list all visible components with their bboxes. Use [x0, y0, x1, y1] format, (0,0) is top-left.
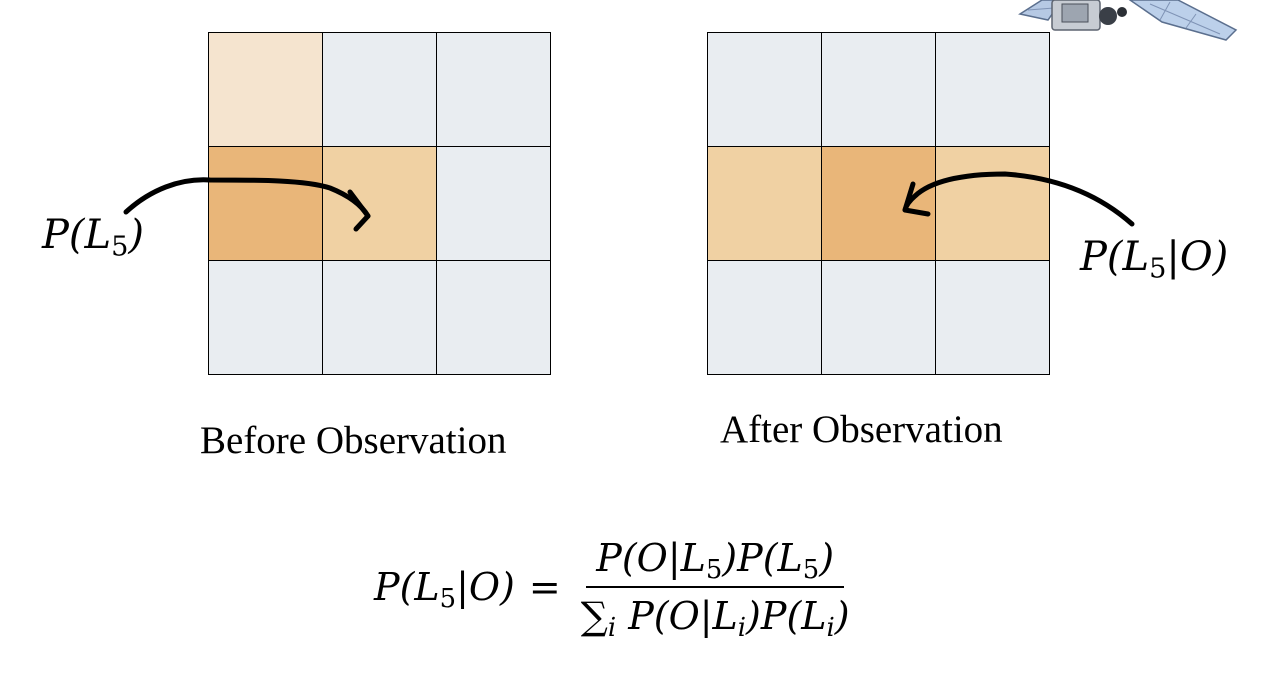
grid-cell-4-mid: [708, 147, 822, 261]
grid-cell-5-mid: [323, 147, 437, 261]
grid-cell-9-blank: [936, 261, 1050, 375]
grid-before-observation: [208, 32, 551, 375]
grid-cell-6-blank: [437, 147, 551, 261]
posterior-probability-label: P(L5|O): [1080, 234, 1229, 285]
prior-probability-label: P(L5): [42, 212, 145, 263]
grid-cell-9-blank: [437, 261, 551, 375]
grid-after-observation: [707, 32, 1050, 375]
grid-cell-4-dark: [209, 147, 323, 261]
formula-fraction: P(O|L5)P(L5) ∑i P(O|Li)P(Li): [575, 536, 856, 644]
grid-cell-2-blank: [822, 33, 936, 147]
grid-cell-2-blank: [323, 33, 437, 147]
grid-cell-1-blank: [708, 33, 822, 147]
grid-cell-8-blank: [822, 261, 936, 375]
bayes-formula: P(L5|O) = P(O|L5)P(L5) ∑i P(O|Li)P(Li): [374, 536, 856, 644]
formula-lhs: P(L5|O): [374, 565, 515, 615]
caption-before-observation: Before Observation: [200, 419, 507, 462]
grid-cell-3-blank: [936, 33, 1050, 147]
grid-cell-6-mid: [936, 147, 1050, 261]
formula-equals: =: [528, 565, 561, 609]
grid-cell-5-dark: [822, 147, 936, 261]
grid-cell-7-blank: [708, 261, 822, 375]
grid-cell-8-blank: [323, 261, 437, 375]
caption-after-observation: After Observation: [720, 408, 1003, 451]
formula-numerator: P(O|L5)P(L5): [586, 536, 845, 588]
formula-denominator: ∑i P(O|Li)P(Li): [580, 594, 850, 644]
satellite-icon: [1018, 0, 1238, 41]
grid-cell-7-blank: [209, 261, 323, 375]
grid-cell-1-light: [209, 33, 323, 147]
grid-cell-3-blank: [437, 33, 551, 147]
